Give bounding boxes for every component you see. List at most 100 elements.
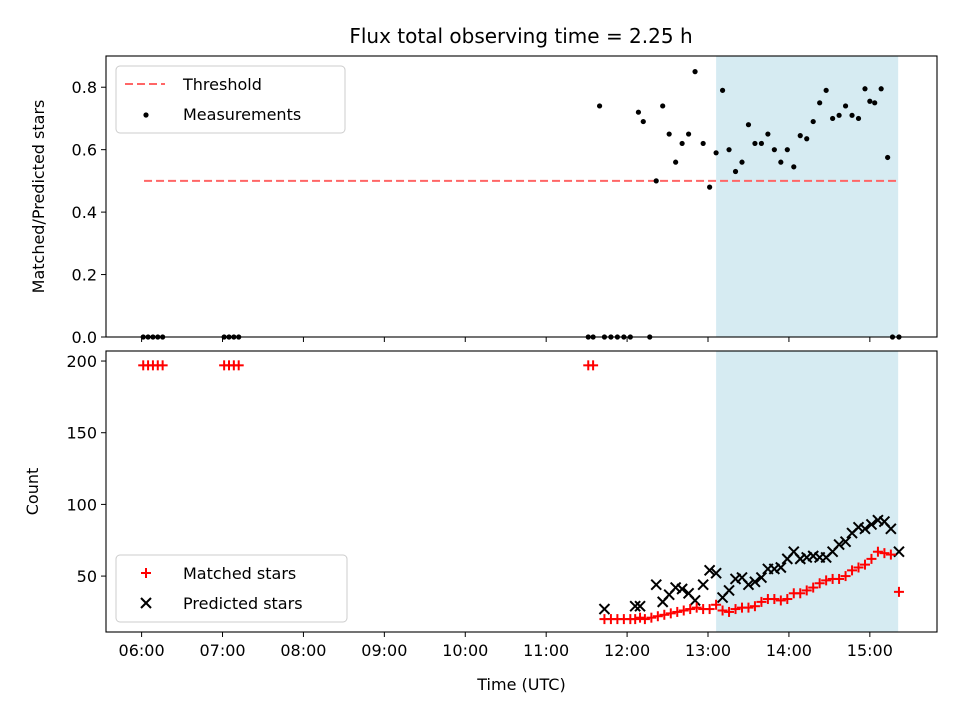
legend-matched-label: Matched stars bbox=[183, 564, 296, 583]
x-tick-label: 14:00 bbox=[766, 641, 812, 660]
x-tick-label: 15:00 bbox=[847, 641, 893, 660]
measurement-point bbox=[739, 159, 745, 165]
y-tick-label: 0.8 bbox=[72, 78, 97, 97]
measurement-point bbox=[732, 168, 739, 175]
measurement-point bbox=[758, 140, 765, 147]
measurement-point bbox=[707, 184, 713, 190]
matched-star-point bbox=[678, 605, 689, 616]
predicted-star-point bbox=[676, 583, 688, 595]
predicted-star-point bbox=[634, 600, 646, 612]
top-legend: Threshold Measurements bbox=[115, 65, 346, 134]
measurement-point bbox=[745, 122, 752, 128]
predicted-star-point bbox=[833, 538, 845, 551]
predicted-star-point bbox=[885, 523, 897, 535]
matched-star-point bbox=[665, 608, 676, 619]
xlabel: Time (UTC) bbox=[476, 675, 565, 694]
matched-star-point bbox=[853, 562, 864, 573]
measurement-point bbox=[685, 131, 692, 137]
matched-star-point bbox=[801, 585, 812, 596]
predicted-star-point bbox=[775, 561, 787, 574]
legend-matched-swatch bbox=[141, 568, 151, 578]
measurement-point bbox=[653, 178, 659, 184]
measurement-point bbox=[719, 87, 726, 93]
matched-star-point bbox=[724, 606, 735, 617]
measurement-point bbox=[640, 118, 646, 125]
measurement-point bbox=[692, 69, 698, 75]
top-shaded-span bbox=[716, 56, 899, 337]
legend-predicted-label: Predicted stars bbox=[183, 594, 303, 613]
x-tick-label: 07:00 bbox=[199, 641, 245, 660]
top-panel: 0.00.20.40.60.8 Matched/Predicted stars … bbox=[29, 55, 938, 347]
matched-star-point bbox=[808, 582, 819, 593]
measurement-point bbox=[878, 86, 884, 92]
matched-star-point bbox=[691, 602, 702, 613]
measurement-point bbox=[885, 154, 891, 161]
matched-star-point bbox=[672, 606, 683, 617]
matched-star-point bbox=[749, 601, 760, 612]
matched-star-point bbox=[893, 586, 904, 597]
predicted-star-point bbox=[859, 523, 871, 535]
matched-star-point bbox=[233, 360, 244, 371]
matched-star-point bbox=[652, 611, 663, 622]
predicted-star-point bbox=[629, 600, 641, 612]
y-tick-label: 0.0 bbox=[72, 328, 97, 347]
x-tick-label: 12:00 bbox=[604, 641, 650, 660]
bottom-legend: Matched stars Predicted stars bbox=[115, 554, 348, 623]
matched-star-point bbox=[775, 595, 786, 606]
y-tick-label: 100 bbox=[66, 495, 97, 514]
predicted-star-point bbox=[598, 603, 611, 615]
measurement-point bbox=[660, 103, 666, 109]
x-tick-label: 08:00 bbox=[280, 641, 326, 660]
measurement-point bbox=[810, 118, 816, 125]
top-axes-frame bbox=[105, 55, 938, 338]
matched-star-point bbox=[847, 565, 858, 576]
predicted-star-point bbox=[742, 578, 755, 591]
predicted-star-point bbox=[710, 567, 722, 579]
measurement-point bbox=[791, 164, 797, 170]
matched-star-point bbox=[743, 602, 754, 613]
measurement-point bbox=[836, 112, 842, 118]
x-tick-label: 09:00 bbox=[361, 641, 407, 660]
x-tick-label: 13:00 bbox=[685, 641, 731, 660]
measurement-point bbox=[700, 140, 706, 147]
predicted-star-point bbox=[755, 571, 768, 584]
predicted-star-point bbox=[723, 584, 735, 597]
y-tick-label: 0.2 bbox=[72, 266, 97, 285]
y-tick-label: 0.4 bbox=[72, 203, 97, 222]
matched-star-point bbox=[756, 596, 767, 607]
y-tick-label: 200 bbox=[66, 352, 97, 371]
legend-predicted-swatch bbox=[140, 597, 152, 609]
predicted-star-point bbox=[839, 535, 852, 548]
legend-measurements-swatch bbox=[143, 112, 149, 118]
top-ticks: 0.0 0.2 0.4 0.6 0.8 bbox=[72, 78, 871, 347]
measurement-point bbox=[673, 159, 679, 165]
legend-threshold-label: Threshold bbox=[182, 75, 262, 94]
measurement-point bbox=[635, 109, 642, 115]
measurement-point bbox=[752, 140, 758, 147]
legend-box bbox=[115, 554, 348, 623]
matched-star-point bbox=[872, 546, 883, 557]
count-points bbox=[138, 360, 905, 625]
measurement-point bbox=[849, 112, 855, 118]
measurement-point bbox=[666, 131, 672, 137]
matched-star-point bbox=[795, 588, 806, 599]
matched-star-point bbox=[821, 575, 832, 586]
measurement-point bbox=[842, 103, 849, 109]
measurement-point bbox=[823, 87, 829, 93]
measurement-point bbox=[804, 136, 810, 142]
matched-star-point bbox=[659, 609, 670, 620]
matched-star-point bbox=[646, 612, 657, 623]
matched-star-point bbox=[834, 573, 845, 584]
measurement-point bbox=[797, 133, 803, 139]
bottom-ylabel: Count bbox=[23, 468, 42, 516]
measurement-point bbox=[596, 103, 603, 109]
y-tick-label: 50 bbox=[77, 567, 97, 586]
measurement-point bbox=[855, 115, 862, 122]
y-tick-label: 150 bbox=[66, 424, 97, 443]
matched-star-point bbox=[635, 612, 646, 623]
measurement-point bbox=[872, 100, 878, 106]
matched-star-point bbox=[840, 571, 851, 582]
predicted-star-point bbox=[749, 576, 761, 588]
measurement-point bbox=[765, 131, 771, 137]
